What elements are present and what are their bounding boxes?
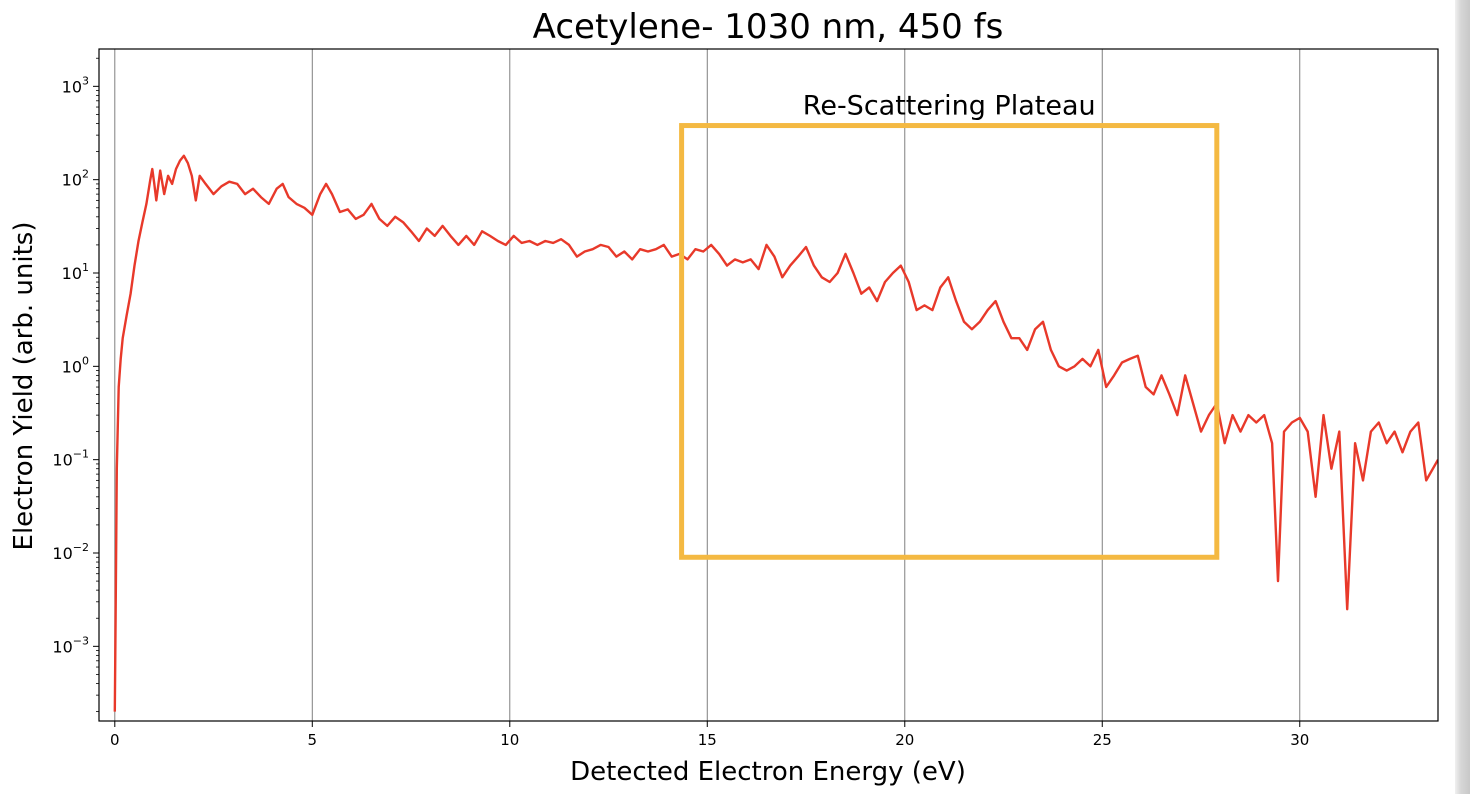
y-tick-label: 10−3: [52, 634, 89, 656]
y-tick-label: 102: [62, 168, 89, 190]
x-tick-label: 10: [500, 731, 519, 749]
grid-lines: [114, 49, 1301, 721]
y-tick-exponent: 3: [82, 74, 89, 87]
x-tick-label: 5: [308, 731, 318, 749]
y-tick-exponent: −2: [73, 541, 89, 554]
y-axis-label: Electron Yield (arb. units): [9, 222, 39, 551]
x-tick-label: 15: [698, 731, 717, 749]
y-tick-base: 10: [52, 544, 72, 563]
y-tick-exponent: 2: [82, 168, 89, 181]
annotation-label: Re-Scattering Plateau: [803, 91, 1096, 122]
x-tick-label: 30: [1290, 731, 1309, 749]
y-tick-base: 10: [62, 357, 82, 376]
y-tick-exponent: 1: [82, 261, 89, 274]
y-tick-label: 103: [62, 74, 89, 96]
y-tick-base: 10: [62, 77, 82, 96]
window-edge: [1455, 0, 1470, 794]
x-tick-label: 0: [110, 731, 120, 749]
plot-area: [113, 154, 1438, 712]
x-tick-label: 25: [1093, 731, 1112, 749]
annotation-layer: Re-Scattering Plateau: [679, 91, 1220, 560]
y-tick-base: 10: [62, 264, 82, 283]
y-tick-label: 10−1: [52, 448, 89, 470]
y-tick-exponent: −1: [73, 448, 89, 461]
y-tick-base: 10: [52, 637, 72, 656]
annotation-box: [679, 123, 1220, 560]
series-line: [113, 154, 1438, 712]
chart-title: Acetylene- 1030 nm, 450 fs: [533, 7, 1004, 47]
y-tick-base: 10: [52, 451, 72, 470]
plot-frame: [98, 48, 1439, 722]
y-tick-label: 100: [62, 354, 89, 376]
y-tick-base: 10: [62, 171, 82, 190]
x-tick-label: 20: [895, 731, 914, 749]
y-tick-label: 101: [62, 261, 89, 283]
y-tick-label: 10−2: [52, 541, 89, 563]
x-axis-label: Detected Electron Energy (eV): [570, 757, 966, 787]
y-tick-exponent: −3: [73, 634, 89, 647]
y-tick-exponent: 0: [82, 354, 89, 367]
